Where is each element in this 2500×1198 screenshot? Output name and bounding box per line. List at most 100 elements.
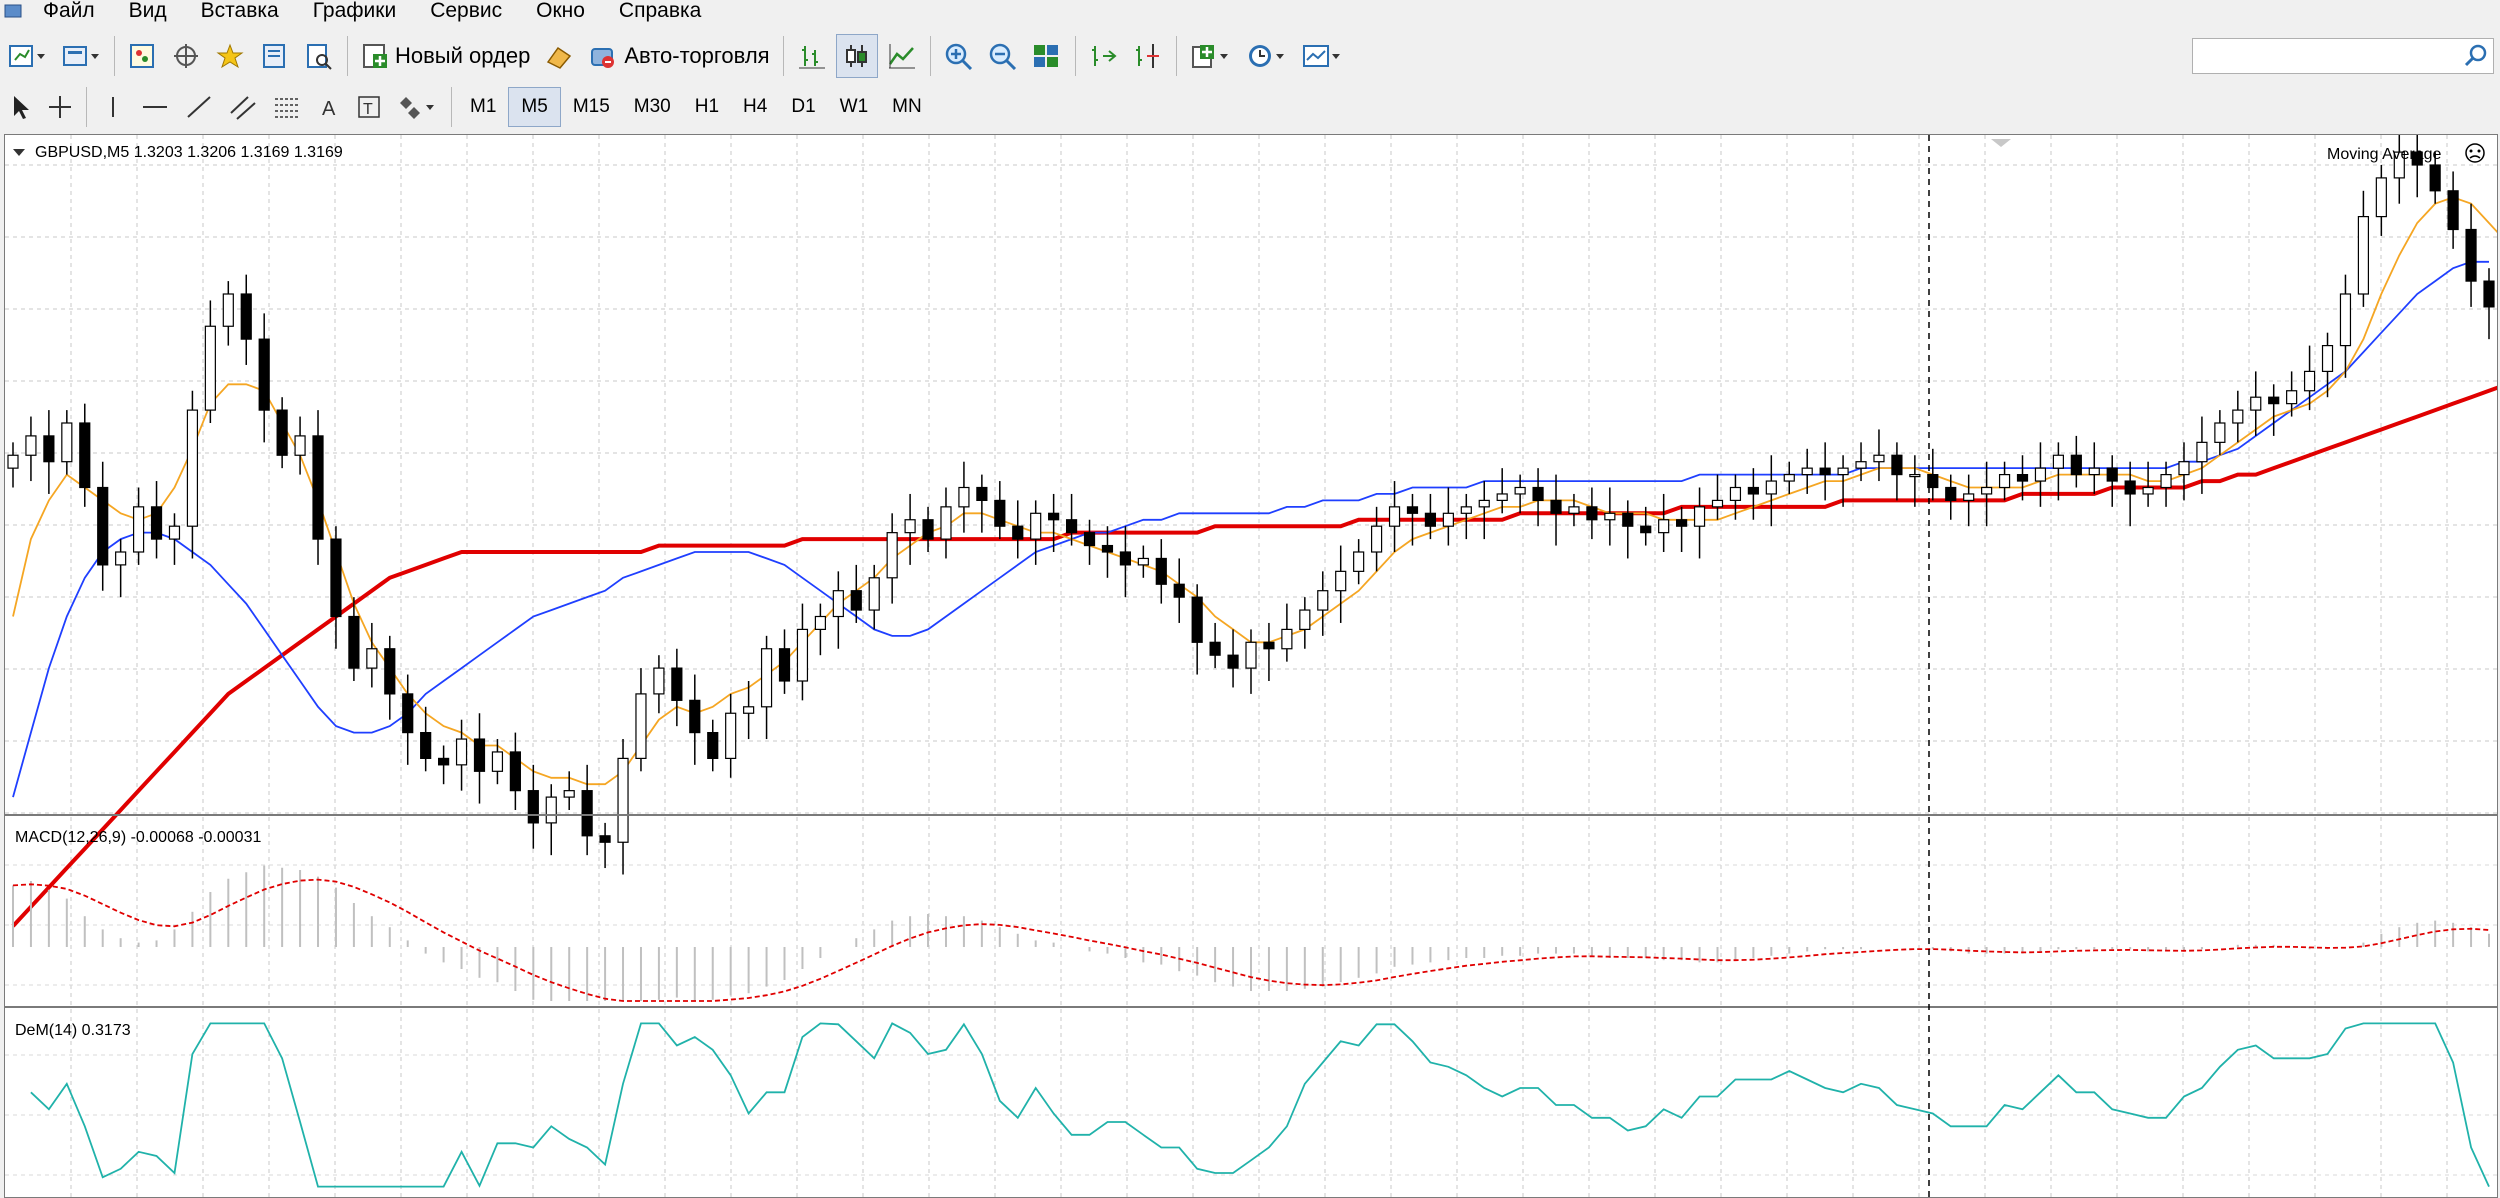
zoom-out-button[interactable] — [983, 35, 1023, 77]
bull-candle — [1137, 557, 1149, 566]
bull-candle — [2196, 441, 2208, 463]
bear-candle — [258, 338, 270, 411]
timeframe-m30[interactable]: M30 — [633, 96, 671, 117]
bear-candle — [707, 731, 719, 759]
chart-header-collapse-icon[interactable] — [13, 149, 25, 156]
text-icon: A — [322, 98, 336, 120]
new-order-icon — [363, 44, 387, 68]
bear-candle — [1227, 654, 1239, 669]
bull-candle — [2393, 151, 2405, 179]
menu-view[interactable]: Вид — [128, 0, 167, 22]
expert-status-icon[interactable] — [2465, 143, 2485, 163]
templates-button[interactable] — [1297, 35, 1349, 77]
cursor-button[interactable] — [2, 86, 38, 128]
chart-header: GBPUSD,M5 1.3203 1.3206 1.3169 1.3169 — [13, 144, 343, 161]
app-icon[interactable] — [0, 1, 26, 21]
bear-candle — [2411, 151, 2423, 166]
chart-window[interactable]: GBPUSD,M5 1.3203 1.3206 1.3169 1.3169 Mo… — [4, 134, 2498, 1198]
strategy-tester-button[interactable] — [299, 35, 339, 77]
bear-candle — [1173, 583, 1185, 598]
menu-bar: Файл Вид Вставка Графики Сервис Окно Спр… — [0, 0, 2500, 22]
vertical-line-button[interactable] — [95, 86, 131, 128]
chart-canvas[interactable]: GBPUSD,M5 1.3203 1.3206 1.3169 1.3169 Mo… — [5, 135, 2497, 1197]
search-input[interactable] — [2192, 38, 2494, 74]
candlestick-button[interactable] — [835, 34, 878, 78]
bull-candle — [7, 454, 19, 469]
text-label-button[interactable]: T — [351, 86, 387, 128]
bull-candle — [1460, 506, 1472, 514]
timeframe-m15[interactable]: M15 — [572, 96, 610, 117]
menu-insert[interactable]: Вставка — [200, 0, 279, 22]
bear-candle — [1640, 525, 1652, 534]
menu-tools[interactable]: Сервис — [430, 0, 503, 22]
fibonacci-button[interactable] — [267, 86, 307, 128]
trendline-button[interactable] — [179, 86, 219, 128]
shapes-button[interactable] — [391, 86, 443, 128]
bar-chart-button[interactable] — [792, 35, 832, 77]
timeframe-h1[interactable]: H1 — [694, 96, 720, 117]
standard-toolbar: Новый ордер Авто-торговля — [0, 30, 2500, 82]
bear-candle — [1065, 519, 1078, 534]
bull-candle — [1317, 590, 1329, 611]
bull-candle — [2250, 396, 2262, 411]
horizontal-line-button[interactable] — [135, 86, 175, 128]
timeframe-m1[interactable]: M1 — [470, 96, 497, 117]
data-window-button[interactable] — [167, 35, 207, 77]
tile-windows-button[interactable] — [1027, 35, 1067, 77]
auto-trading-button[interactable]: Авто-торговля — [583, 35, 774, 77]
periods-button[interactable] — [1241, 35, 1293, 77]
menu-file[interactable]: Файл — [43, 0, 95, 22]
timeframe-w1[interactable]: W1 — [839, 96, 869, 117]
text-button[interactable]: A — [311, 86, 347, 128]
navigator-button[interactable] — [211, 35, 251, 77]
bull-candle — [1998, 474, 2011, 489]
bear-candle — [922, 519, 934, 540]
ma-slow-line — [11, 385, 2497, 928]
menu-help[interactable]: Справка — [618, 0, 702, 22]
drawing-toolbar: A T M1 M5 M15 M30 H1 H4 D1 W1 MN — [0, 84, 2500, 130]
ma-expert-label: Moving Average — [2327, 143, 2485, 163]
bull-candle — [743, 706, 755, 714]
market-watch-button[interactable] — [123, 35, 163, 77]
equidistant-channel-button[interactable] — [223, 86, 263, 128]
bear-candle — [1209, 641, 1221, 656]
crosshair-tool-button[interactable] — [42, 86, 78, 128]
bull-candle — [1478, 499, 1490, 508]
timeframe-d1[interactable]: D1 — [791, 96, 816, 117]
bear-candle — [994, 499, 1006, 527]
svg-text:T: T — [363, 101, 373, 118]
bear-candle — [1676, 519, 1688, 527]
bull-candle — [1604, 512, 1616, 521]
menu-window[interactable]: Окно — [536, 0, 585, 22]
terminal-button[interactable] — [255, 35, 295, 77]
timeframe-m5[interactable]: M5 — [508, 87, 561, 127]
bear-candle — [599, 835, 611, 843]
bull-candle — [1335, 570, 1347, 592]
bear-candle — [420, 731, 432, 759]
new-order-button[interactable]: Новый ордер — [356, 35, 535, 77]
line-chart-button[interactable] — [882, 35, 922, 77]
new-order-label: Новый ордер — [395, 43, 531, 68]
auto-trading-label: Авто-торговля — [624, 43, 770, 68]
bar-chart-icon — [798, 46, 825, 69]
trendline-icon — [187, 96, 211, 118]
bull-candle — [2357, 215, 2370, 295]
bull-candle — [168, 525, 181, 540]
timeframe-mn[interactable]: MN — [892, 96, 922, 117]
chart-shift-button[interactable] — [1128, 35, 1168, 77]
bull-candle — [455, 738, 468, 766]
menu-charts[interactable]: Графики — [312, 0, 397, 22]
bull-candle — [25, 435, 37, 456]
zoom-in-button[interactable] — [939, 35, 979, 77]
indicators-button[interactable] — [1185, 35, 1237, 77]
meta-editor-button[interactable] — [539, 35, 579, 77]
bull-candle — [115, 551, 127, 566]
chart-shift-marker[interactable] — [1991, 139, 2011, 147]
bull-candle — [617, 757, 629, 843]
moving-average-label: Moving Average — [2327, 146, 2442, 163]
new-chart-button[interactable] — [2, 35, 52, 77]
timeframe-h4[interactable]: H4 — [743, 96, 768, 117]
bull-candle — [1370, 525, 1383, 553]
profiles-button[interactable] — [56, 35, 106, 77]
auto-scroll-button[interactable] — [1084, 35, 1124, 77]
